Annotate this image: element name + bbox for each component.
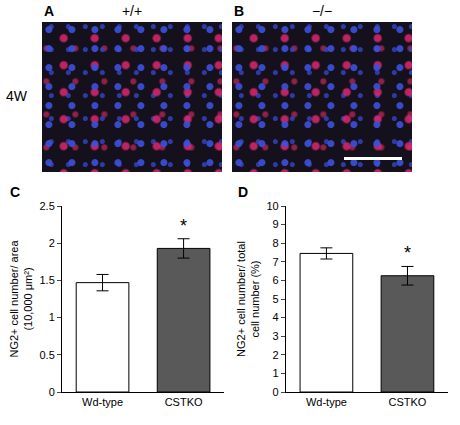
svg-text:5: 5 (273, 293, 279, 305)
svg-text:CSTKO: CSTKO (389, 396, 427, 408)
svg-text:CSTKO: CSTKO (165, 396, 203, 408)
svg-text:8: 8 (273, 237, 279, 249)
html-text:4W: 4W (6, 88, 27, 104)
svg-text:C: C (10, 184, 20, 200)
svg-text:Wd-type: Wd-type (82, 396, 123, 408)
svg-text:NG2+ cell number/ area(10,000: NG2+ cell number/ area(10,000 μm²) (8, 240, 34, 358)
svg-text:7: 7 (273, 256, 279, 268)
svg-text:9: 9 (273, 218, 279, 230)
svg-text:1: 1 (49, 311, 55, 323)
svg-text:*: * (180, 216, 187, 236)
svg-text:1: 1 (273, 367, 279, 379)
svg-text:4: 4 (273, 311, 279, 323)
svg-text:*: * (404, 243, 411, 263)
svg-text:10: 10 (266, 200, 278, 212)
svg-text:2.5: 2.5 (40, 200, 55, 212)
svg-text:NG2+ cell number/ totalcell nu: NG2+ cell number/ totalcell number (%) (235, 241, 261, 357)
svg-text:1.5: 1.5 (40, 274, 55, 286)
html-text:B: B (234, 3, 245, 19)
svg-text:D: D (238, 184, 248, 200)
svg-text:0.5: 0.5 (40, 349, 55, 361)
svg-text:6: 6 (273, 274, 279, 286)
svg-text:0: 0 (273, 386, 279, 398)
svg-text:2: 2 (49, 237, 55, 249)
svg-text:2: 2 (273, 349, 279, 361)
svg-text:0: 0 (49, 386, 55, 398)
svg-text:Wd-type: Wd-type (306, 396, 347, 408)
svg-text:3: 3 (273, 330, 279, 342)
html-text:A: A (44, 3, 55, 19)
